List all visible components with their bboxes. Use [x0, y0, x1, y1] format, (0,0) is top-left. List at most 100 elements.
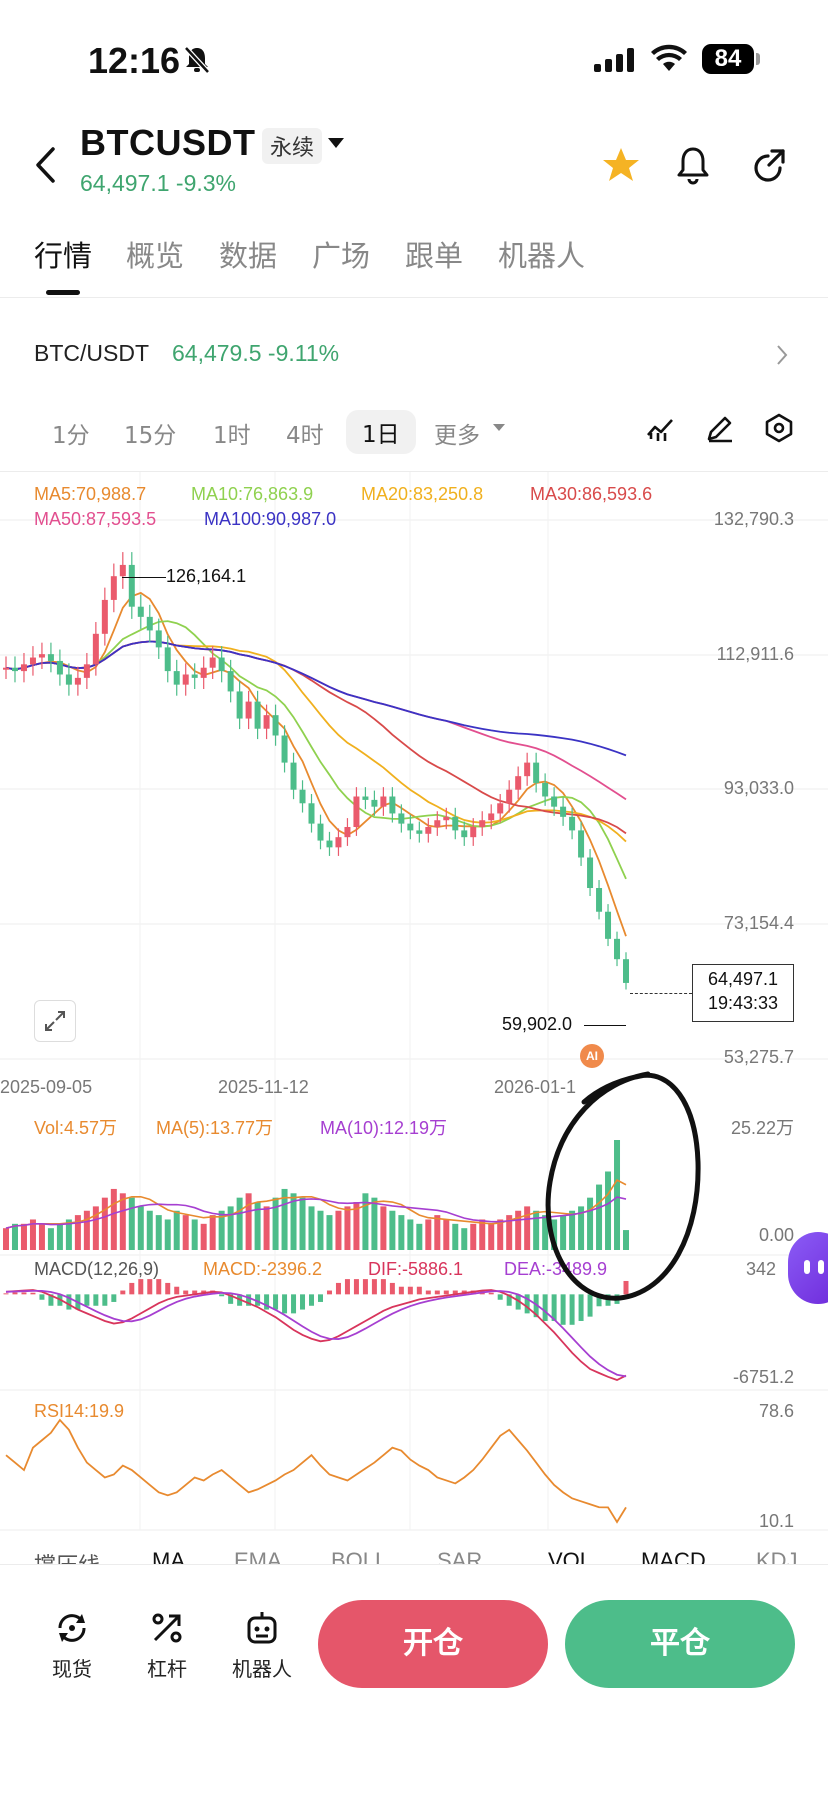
tab-market[interactable]: 行情 — [34, 239, 93, 273]
volume-bar — [56, 1223, 63, 1250]
open-position-button[interactable]: 开仓 — [318, 1600, 548, 1688]
chevron-right-icon[interactable] — [776, 344, 788, 370]
volume-bar — [65, 1219, 72, 1250]
back-icon[interactable] — [34, 146, 56, 188]
share-icon[interactable] — [750, 147, 788, 189]
indicator-tab[interactable]: MACD — [641, 1548, 706, 1564]
hand-drawn-circle-annotation — [545, 1071, 701, 1301]
indicator-divider — [0, 1564, 828, 1565]
macd-histogram-bar — [183, 1290, 189, 1295]
candle — [254, 701, 261, 729]
ticker-pair[interactable]: BTC/USDT — [34, 340, 149, 366]
macd-histogram-bar — [515, 1294, 521, 1310]
candle — [515, 776, 522, 790]
leverage-icon — [152, 1613, 182, 1643]
volume-ma5-line — [5, 1178, 627, 1229]
ma20-label: MA20:83,250.8 — [361, 484, 484, 504]
timeframe-1m[interactable]: 1分 — [52, 423, 90, 449]
close-position-button[interactable]: 平仓 — [565, 1600, 795, 1688]
ma30-label: MA30:86,593.6 — [530, 484, 653, 504]
indicator-tab[interactable]: EMA — [234, 1548, 282, 1564]
macd-dea: DEA:-3489.9 — [504, 1259, 608, 1279]
candle — [326, 840, 333, 848]
last-price-value: 64,497.1 — [707, 969, 779, 989]
candle — [443, 816, 450, 821]
volume-ma5-label: MA(5):13.77万 — [156, 1118, 274, 1138]
indicator-tab[interactable]: MA — [152, 1548, 185, 1564]
candle — [578, 830, 585, 858]
candle — [569, 816, 576, 831]
star-icon[interactable] — [602, 146, 640, 188]
nav-spot[interactable]: 现货 — [32, 1608, 112, 1682]
volume-bar — [380, 1206, 387, 1250]
tab-overview[interactable]: 概览 — [126, 239, 185, 273]
indicator-tab[interactable]: BOLL — [331, 1548, 388, 1564]
timeframe-more[interactable]: 更多 — [434, 423, 480, 449]
bell-off-icon — [182, 44, 212, 74]
ai-badge[interactable]: AI — [580, 1044, 604, 1068]
macd-histogram-bar — [102, 1294, 108, 1306]
candle — [137, 606, 144, 617]
timeframe-15m[interactable]: 15分 — [124, 423, 177, 449]
indicator-chart-icon[interactable] — [646, 415, 674, 447]
macd-histogram-bar — [335, 1282, 341, 1295]
volume-bar — [416, 1223, 423, 1250]
macd-histogram-bar — [371, 1279, 377, 1295]
price-chart[interactable] — [0, 472, 828, 1572]
nav-leverage[interactable]: 杠杆 — [127, 1608, 207, 1682]
candle — [317, 823, 324, 841]
draw-pencil-icon[interactable] — [705, 413, 735, 447]
bell-icon[interactable] — [676, 145, 710, 189]
candle — [299, 789, 306, 804]
macd-histogram-bar — [587, 1294, 593, 1317]
tab-robot[interactable]: 机器人 — [498, 239, 586, 273]
tab-data[interactable]: 数据 — [219, 239, 278, 273]
more-caret-icon[interactable] — [493, 424, 505, 431]
symbol-dropdown-icon[interactable] — [328, 138, 344, 148]
timeframe-1h[interactable]: 1时 — [213, 423, 251, 449]
candle — [191, 674, 198, 678]
candle — [452, 816, 459, 831]
candle — [398, 813, 405, 824]
macd-histogram-bar — [264, 1294, 270, 1310]
indicator-tab[interactable]: SAR — [437, 1548, 483, 1564]
indicator-tab[interactable]: VOL — [548, 1548, 593, 1564]
macd-histogram-bar — [380, 1279, 386, 1295]
nav-robot[interactable]: 机器人 — [222, 1608, 302, 1682]
assistant-float-button[interactable] — [788, 1232, 828, 1304]
candle — [38, 654, 45, 658]
volume-bar — [272, 1197, 279, 1250]
candle — [128, 564, 135, 607]
macd-histogram-bar — [452, 1290, 458, 1295]
symbol-title[interactable]: BTCUSDT — [80, 122, 256, 163]
volume-bar — [83, 1210, 90, 1250]
candle — [497, 803, 504, 814]
nav-leverage-label: 杠杆 — [147, 1657, 187, 1681]
macd-histogram-bar — [228, 1294, 234, 1304]
volume-bar — [596, 1184, 603, 1250]
volume-bar — [209, 1215, 216, 1250]
timeframe-4h[interactable]: 4时 — [286, 423, 324, 449]
contract-type-tag[interactable]: 永续 — [262, 128, 323, 164]
candle — [596, 888, 603, 912]
timeframe-1d[interactable]: 1日 — [346, 410, 416, 454]
indicator-tab[interactable]: 撑压线 — [34, 1548, 100, 1564]
macd-histogram-bar — [3, 1293, 9, 1295]
volume-bar — [47, 1228, 54, 1250]
expand-icon[interactable] — [34, 1000, 76, 1042]
high-marker-label: 126,164.1 — [166, 566, 247, 586]
last-price-box[interactable]: 64,497.1 19:43:33 — [692, 964, 794, 1022]
volume-bar — [110, 1188, 117, 1250]
tab-copy-trade[interactable]: 跟单 — [405, 239, 464, 273]
candle — [380, 796, 387, 807]
volume-bar — [362, 1193, 369, 1250]
settings-hexagon-icon[interactable] — [764, 413, 794, 447]
volume-bar — [119, 1193, 126, 1250]
volume-bar — [497, 1219, 504, 1250]
macd-histogram-bar — [542, 1294, 548, 1321]
candle — [3, 667, 9, 670]
indicator-tab[interactable]: KDJ — [756, 1548, 798, 1564]
macd-histogram-bar — [93, 1294, 99, 1306]
candle — [209, 657, 216, 668]
tab-square[interactable]: 广场 — [312, 239, 371, 273]
